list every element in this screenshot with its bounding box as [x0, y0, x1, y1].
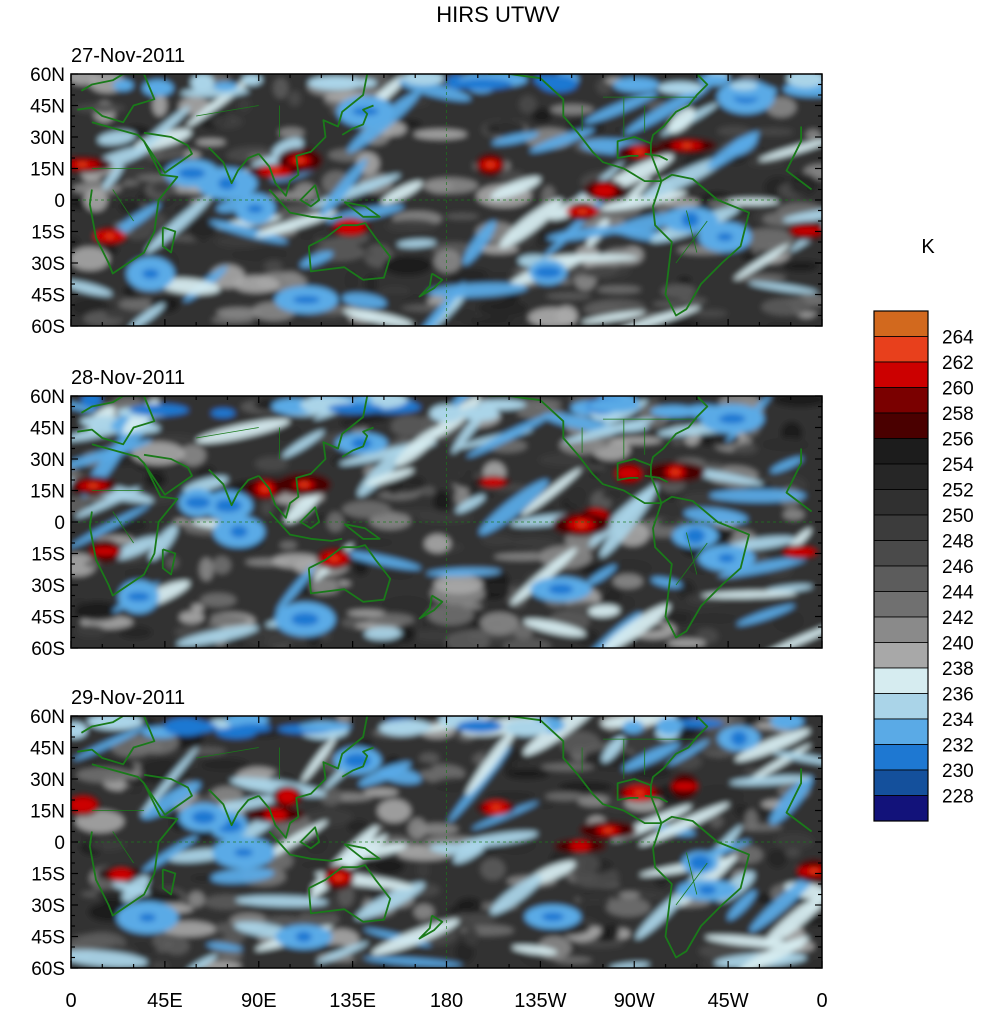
colorbar-level-label: 246 — [942, 557, 974, 578]
coastlines — [71, 396, 822, 648]
panel-date-label: 27-Nov-2011 — [71, 45, 185, 67]
colorbar-swatch — [873, 565, 929, 592]
colorbar-swatch — [873, 744, 929, 771]
colorbar-swatch — [873, 387, 929, 414]
colorbar-level-label: 256 — [942, 430, 974, 451]
lat-tick-label: 45N — [30, 419, 65, 440]
utwv-field — [71, 396, 822, 648]
colorbar-level-label: 242 — [942, 608, 974, 629]
colorbar-level-label: 264 — [942, 328, 974, 349]
colorbar-swatch — [873, 616, 929, 643]
colorbar-level-label: 240 — [942, 634, 974, 655]
colorbar-swatch — [873, 642, 929, 669]
panel-date-label: 28-Nov-2011 — [71, 367, 185, 389]
colorbar-level-label: 248 — [942, 532, 974, 553]
lon-tick-label: 90E — [241, 990, 277, 1012]
lat-tick-label: 60S — [31, 317, 65, 338]
colorbar-swatch — [873, 540, 929, 567]
lon-tick-label: 180 — [430, 990, 463, 1012]
map-panel-28-nov: 28-Nov-2011 60N 45N 30N 15N 0 15S 30S 45S 60S — [30, 367, 823, 660]
figure-title: HIRS UTWV — [436, 2, 560, 27]
colorbar-level-label: 238 — [942, 659, 974, 680]
colorbar-swatch — [873, 438, 929, 465]
lon-tick-label: 45E — [147, 990, 183, 1012]
lat-tick-label: 0 — [54, 833, 65, 854]
colorbar-level-label: 258 — [942, 404, 974, 425]
lat-tick-label: 15N — [30, 160, 65, 181]
colorbar-level-label: 234 — [942, 710, 974, 731]
colorbar-level-label: 244 — [942, 583, 974, 604]
colorbar-level-label: 232 — [942, 736, 974, 757]
lon-tick-label: 135W — [514, 990, 566, 1012]
colorbar-swatch — [873, 795, 929, 822]
coastlines — [71, 716, 822, 968]
utwv-field — [71, 74, 822, 326]
lat-tick-label: 60N — [30, 65, 65, 86]
lat-tick-labels: 60N 45N 30N 15N 0 15S 30S 45S 60S — [30, 387, 65, 660]
lon-tick-labels: 0 45E 90E 135E 180 135W 90W 45W 0 — [65, 990, 827, 1012]
colorbar-level-label: 230 — [942, 761, 974, 782]
lat-tick-label: 60S — [31, 959, 65, 980]
colorbar-swatch — [873, 514, 929, 541]
colorbar-swatch — [873, 769, 929, 796]
colorbar-level-label: 250 — [942, 506, 974, 527]
lat-tick-label: 15S — [31, 545, 65, 566]
lat-tick-label: 30N — [30, 128, 65, 149]
lat-tick-label: 60S — [31, 639, 65, 660]
lat-tick-label: 30S — [31, 254, 65, 275]
lat-tick-label: 30S — [31, 576, 65, 597]
colorbar-swatch — [873, 693, 929, 720]
lat-tick-label: 60N — [30, 707, 65, 728]
map-panel-27-nov: 27-Nov-2011 60N 45N 30N 15N 0 15S 30S 45S 60S — [30, 45, 823, 338]
lat-tick-label: 0 — [54, 191, 65, 212]
lat-tick-label: 45N — [30, 97, 65, 118]
lat-tick-label: 45N — [30, 739, 65, 760]
lat-tick-label: 30S — [31, 896, 65, 917]
lat-tick-labels: 60N 45N 30N 15N 0 15S 30S 45S 60S — [30, 65, 65, 338]
lat-tick-label: 15N — [30, 802, 65, 823]
colorbar-swatch — [873, 310, 929, 337]
colorbar-swatch — [873, 463, 929, 490]
panel-date-label: 29-Nov-2011 — [71, 687, 185, 709]
lat-tick-labels: 60N 45N 30N 15N 0 15S 30S 45S 60S — [30, 707, 65, 980]
lon-tick-label: 0 — [816, 990, 827, 1012]
lat-tick-label: 45S — [31, 928, 65, 949]
colorbar-swatch — [873, 667, 929, 694]
lon-tick-label: 90W — [614, 990, 655, 1012]
colorbar-level-label: 262 — [942, 353, 974, 374]
lon-tick-label: 0 — [65, 990, 76, 1012]
map-frame — [70, 395, 823, 649]
lon-tick-label: 45W — [708, 990, 749, 1012]
colorbar-swatch — [873, 361, 929, 388]
lat-tick-label: 15N — [30, 482, 65, 503]
colorbar-swatch — [873, 718, 929, 745]
map-panel-29-nov: 29-Nov-2011 60N 45N 30N 15N 0 15S 30S 45S 60S 0 4… — [30, 687, 827, 1012]
colorbar-level-label: 260 — [942, 379, 974, 400]
lat-tick-label: 60N — [30, 387, 65, 408]
map-frame — [70, 73, 823, 327]
colorbar-swatch — [873, 489, 929, 516]
utwv-field — [71, 716, 822, 968]
lon-tick-label: 135E — [329, 990, 376, 1012]
map-frame — [70, 715, 823, 969]
colorbar-swatch — [873, 591, 929, 618]
colorbar-level-label: 236 — [942, 685, 974, 706]
lat-tick-label: 0 — [54, 513, 65, 534]
colorbar: 264 262 260 258 256 254 252 250 248 246 244 242 240 2… — [873, 310, 974, 822]
colorbar-level-label: 228 — [942, 787, 974, 808]
lat-tick-label: 30N — [30, 450, 65, 471]
colorbar-swatch — [873, 336, 929, 363]
colorbar-level-label: 252 — [942, 481, 974, 502]
lat-tick-label: 30N — [30, 770, 65, 791]
lat-tick-label: 15S — [31, 223, 65, 244]
lat-tick-label: 45S — [31, 608, 65, 629]
units-label: K — [921, 236, 935, 258]
colorbar-level-label: 254 — [942, 455, 974, 476]
colorbar-swatch — [873, 412, 929, 439]
lat-tick-label: 45S — [31, 286, 65, 307]
lat-tick-label: 15S — [31, 865, 65, 886]
coastlines — [71, 74, 822, 326]
